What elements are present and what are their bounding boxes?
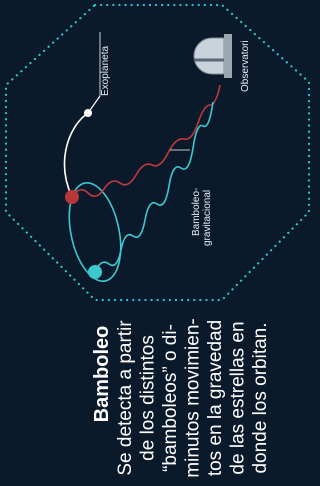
- body-line: de las estrellas en: [228, 321, 249, 474]
- infographic: Exoplaneta Observatori Bamboleo- gravita…: [0, 0, 313, 486]
- star-cyan: [88, 265, 102, 279]
- body-line: Se detecta a partir: [115, 320, 136, 476]
- star-red: [65, 190, 79, 204]
- body-line: “bamboleos” o di-: [160, 324, 181, 472]
- exoplanet-dot: [84, 109, 92, 117]
- observatory-label: Observatori: [240, 40, 251, 92]
- body-line: donde los orbitan.: [250, 322, 271, 473]
- body-line: tos en la gravedad: [205, 320, 226, 476]
- exoplanet-label: Exoplaneta: [100, 46, 111, 96]
- body-line: de los distintos: [138, 335, 159, 461]
- body-line: minutos movimien-: [183, 318, 204, 477]
- wobble-label: gravitacional: [202, 190, 213, 246]
- title: Bamboleo: [91, 326, 113, 423]
- wobble-label: Bamboleo-: [191, 188, 202, 236]
